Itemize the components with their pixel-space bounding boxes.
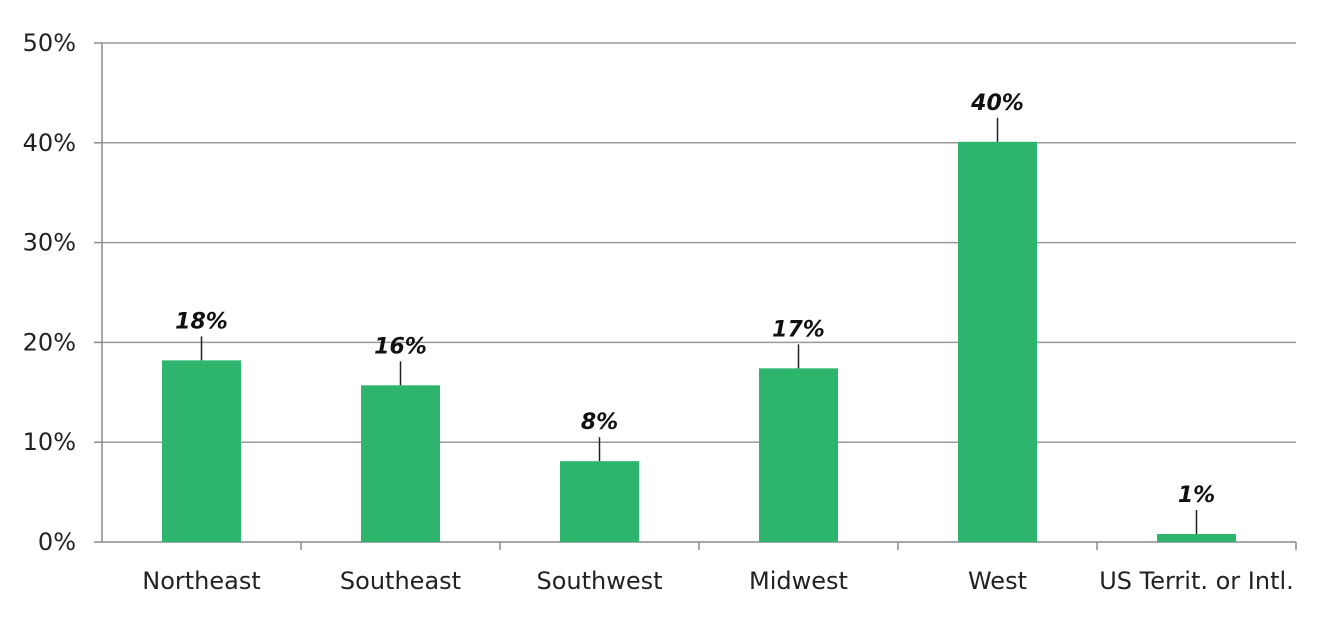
x-category-label: Southwest [536, 567, 662, 595]
y-tick-label: 30% [23, 229, 76, 257]
x-category-label: Northeast [142, 567, 261, 595]
y-tick-label: 20% [23, 328, 76, 356]
data-label: 1% [1178, 483, 1215, 508]
bar-southeast [361, 385, 440, 542]
bar-midwest [759, 368, 838, 542]
bar-southwest [560, 461, 639, 542]
gridlines [102, 42, 1296, 443]
data-label: 17% [772, 317, 825, 342]
bar-northeast [162, 360, 241, 542]
y-tick-label: 50% [23, 29, 76, 57]
data-label: 18% [175, 309, 228, 334]
data-label: 40% [970, 91, 1024, 116]
x-category-label: Midwest [749, 567, 848, 595]
bars [162, 141, 1236, 542]
data-label: 8% [581, 410, 618, 435]
bar-west [958, 141, 1037, 542]
y-tick-label: 40% [23, 129, 76, 157]
x-category-label: US Territ. or Intl. [1099, 567, 1294, 595]
y-tick-label: 10% [23, 428, 76, 456]
x-category-label: Southeast [340, 567, 461, 595]
y-tick-label: 0% [38, 528, 76, 556]
x-category-label: West [968, 567, 1027, 595]
labels: 0% 10% 20% 30% 40% 50% 18% Northeast 16% Southeas… [23, 29, 1294, 595]
data-label: 16% [374, 334, 427, 359]
axes [94, 42, 1297, 550]
bar-us-territ-or-intl [1157, 534, 1236, 542]
